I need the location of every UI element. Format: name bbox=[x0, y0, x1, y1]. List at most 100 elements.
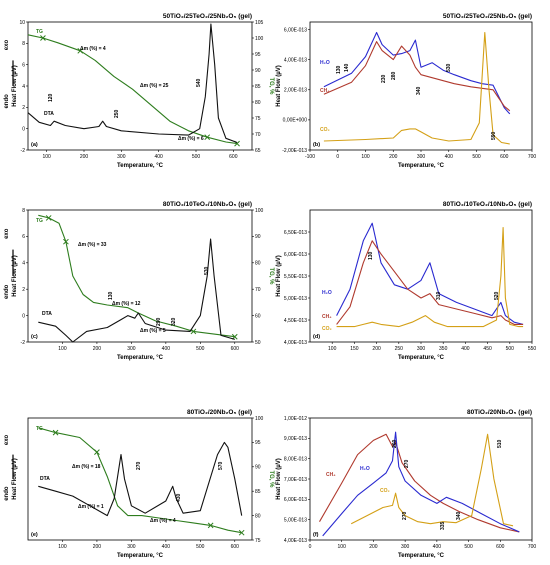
tg-marker bbox=[77, 47, 84, 54]
x-tick-label: 100 bbox=[338, 544, 347, 550]
y2-axis-label: TG, % bbox=[268, 267, 274, 285]
x-axis-label: Temperature, °C bbox=[117, 553, 164, 559]
annotation: 335 bbox=[440, 521, 446, 530]
y-tick-label: 4 bbox=[22, 261, 25, 267]
y-tick-label: 0 bbox=[22, 126, 25, 132]
annotation: H₂O bbox=[322, 290, 332, 296]
panel-label: (f) bbox=[313, 532, 319, 538]
x-tick-label: 200 bbox=[372, 346, 381, 352]
plot-frame bbox=[27, 209, 253, 343]
x-tick-label: 500 bbox=[472, 154, 481, 160]
annotation: Δm (%) = 18 bbox=[72, 464, 101, 470]
exo-label: exo bbox=[4, 228, 10, 239]
y2-axis-label: TG, % bbox=[268, 77, 274, 95]
chart-title: 50TiO₂/25TeO₂/25Nb₂O₅ (gel) bbox=[163, 13, 252, 20]
annotation: 270 bbox=[402, 511, 408, 520]
annotation: 340 bbox=[416, 86, 422, 95]
y-tick-label: 4,00E-013 bbox=[284, 340, 307, 346]
y-tick-label: 8 bbox=[22, 208, 25, 214]
y2-axis-label: TG, % bbox=[268, 470, 274, 488]
y-tick-label: 6 bbox=[22, 234, 25, 240]
endo-label: endo bbox=[4, 284, 10, 299]
annotation: 260 bbox=[392, 439, 398, 448]
y-tick-label: 1,00E-012 bbox=[284, 416, 307, 422]
y-axis-label: Heat Flow (µV) bbox=[12, 255, 18, 296]
x-tick-label: 700 bbox=[528, 154, 537, 160]
x-tick-label: -100 bbox=[305, 154, 315, 160]
exo-label: exo bbox=[4, 434, 10, 445]
y-tick-label: 0 bbox=[22, 313, 25, 319]
chart-title: 80TiO₂/10TeO₂/10Nb₂O₅ (gel) bbox=[443, 201, 532, 208]
x-tick-label: 700 bbox=[528, 544, 537, 550]
x-tick-label: 400 bbox=[445, 154, 454, 160]
x-tick-label: 550 bbox=[528, 346, 537, 352]
annotation: 250 bbox=[114, 109, 120, 118]
annotation: CO₂ bbox=[320, 127, 330, 133]
panel-label: (d) bbox=[313, 334, 320, 340]
tg-marker bbox=[204, 134, 211, 141]
annotation: 540 bbox=[196, 78, 202, 87]
annotation: 230 bbox=[381, 74, 387, 83]
y-tick-label: 5,00E-013 bbox=[284, 517, 307, 523]
y-tick-label: 9,00E-013 bbox=[284, 436, 307, 442]
y-tick-label: 7,00E-013 bbox=[284, 477, 307, 483]
y-tick-label: 4,00E-013 bbox=[284, 57, 307, 63]
y2-tick-label: 90 bbox=[255, 68, 261, 74]
y2-tick-label: 85 bbox=[255, 489, 261, 495]
x-axis-label: Temperature, °C bbox=[398, 163, 445, 169]
y2-tick-label: 100 bbox=[255, 416, 264, 422]
chart-title: 80TiO₂/20Nb₂O₅ (gel) bbox=[187, 409, 252, 416]
x-tick-label: 500 bbox=[196, 346, 205, 352]
y2-tick-label: 100 bbox=[255, 36, 264, 42]
x-tick-label: 350 bbox=[439, 346, 448, 352]
x-tick-label: 500 bbox=[196, 544, 205, 550]
series-line-H₂O bbox=[323, 31, 511, 115]
y-axis-label: Heat Flow (µV) bbox=[276, 65, 282, 106]
y2-tick-label: 70 bbox=[255, 132, 261, 138]
y2-tick-label: 80 bbox=[255, 513, 261, 519]
chart-title: 50TiO₂/25TeO₂/25Nb₂O₅ (gel) bbox=[443, 13, 532, 20]
annotation: 120 bbox=[48, 93, 54, 102]
y2-tick-label: 75 bbox=[255, 116, 261, 122]
y-axis-label: Heat Flow (µV) bbox=[12, 65, 18, 106]
annotation: 130 bbox=[368, 251, 374, 260]
x-axis-label: Temperature, °C bbox=[398, 355, 445, 361]
y-tick-label: 10 bbox=[19, 20, 25, 26]
exo-label: exo bbox=[4, 40, 10, 51]
series-line-TG bbox=[38, 427, 242, 534]
annotation: CH₄ bbox=[326, 472, 336, 478]
x-tick-label: 200 bbox=[93, 544, 102, 550]
panel-label: (a) bbox=[31, 142, 38, 148]
series-line-CH₄ bbox=[323, 41, 511, 112]
annotation: Δm (%) = 1 bbox=[78, 504, 104, 510]
y-tick-label: -2 bbox=[21, 148, 26, 154]
y-axis-label: Heat Flow (µV) bbox=[276, 255, 282, 296]
chart-panel-0: 50TiO₂/25TeO₂/25Nb₂O₅ (gel)(a)100 200 300 4… bbox=[4, 13, 274, 169]
y2-tick-label: 90 bbox=[255, 234, 261, 240]
x-tick-label: 600 bbox=[231, 346, 240, 352]
series-line-CO₂ bbox=[336, 227, 524, 328]
plot-frame bbox=[309, 209, 533, 343]
chart-panel-5: 80TiO₂/20Nb₂O₅ (gel) (f)0 100 200 300 400 500 6… bbox=[276, 409, 536, 559]
chart-panel-1: 50TiO₂/25TeO₂/25Nb₂O₅ (gel) (b) -100 0 100 20… bbox=[276, 13, 536, 169]
annotation: Δm (%) = 6 bbox=[178, 136, 204, 142]
annotation: DTA bbox=[42, 311, 52, 317]
x-tick-label: 0 bbox=[336, 154, 339, 160]
y-tick-label: 0,00E+000 bbox=[283, 118, 308, 124]
y-tick-label: 8,00E-013 bbox=[284, 456, 307, 462]
x-tick-label: 400 bbox=[154, 154, 163, 160]
x-axis-label: Temperature, °C bbox=[398, 553, 445, 559]
y-tick-label: 8 bbox=[22, 41, 25, 47]
annotation: 280 bbox=[391, 71, 397, 80]
y2-tick-label: 75 bbox=[255, 538, 261, 544]
annotation: CH₄ bbox=[320, 88, 330, 94]
annotation: 290 bbox=[156, 317, 162, 326]
y-tick-label: -2 bbox=[21, 340, 26, 346]
tg-marker bbox=[190, 328, 197, 335]
y-axis-label: Heat Flow (µV) bbox=[12, 458, 18, 499]
chart-panel-3: 80TiO₂/10TeO₂/10Nb₂O₅ (gel) (d) 100 150 200 2… bbox=[276, 201, 536, 361]
annotation: 130 bbox=[336, 65, 342, 74]
y-tick-label: 5,50E-013 bbox=[284, 274, 307, 280]
y2-tick-label: 50 bbox=[255, 340, 261, 346]
